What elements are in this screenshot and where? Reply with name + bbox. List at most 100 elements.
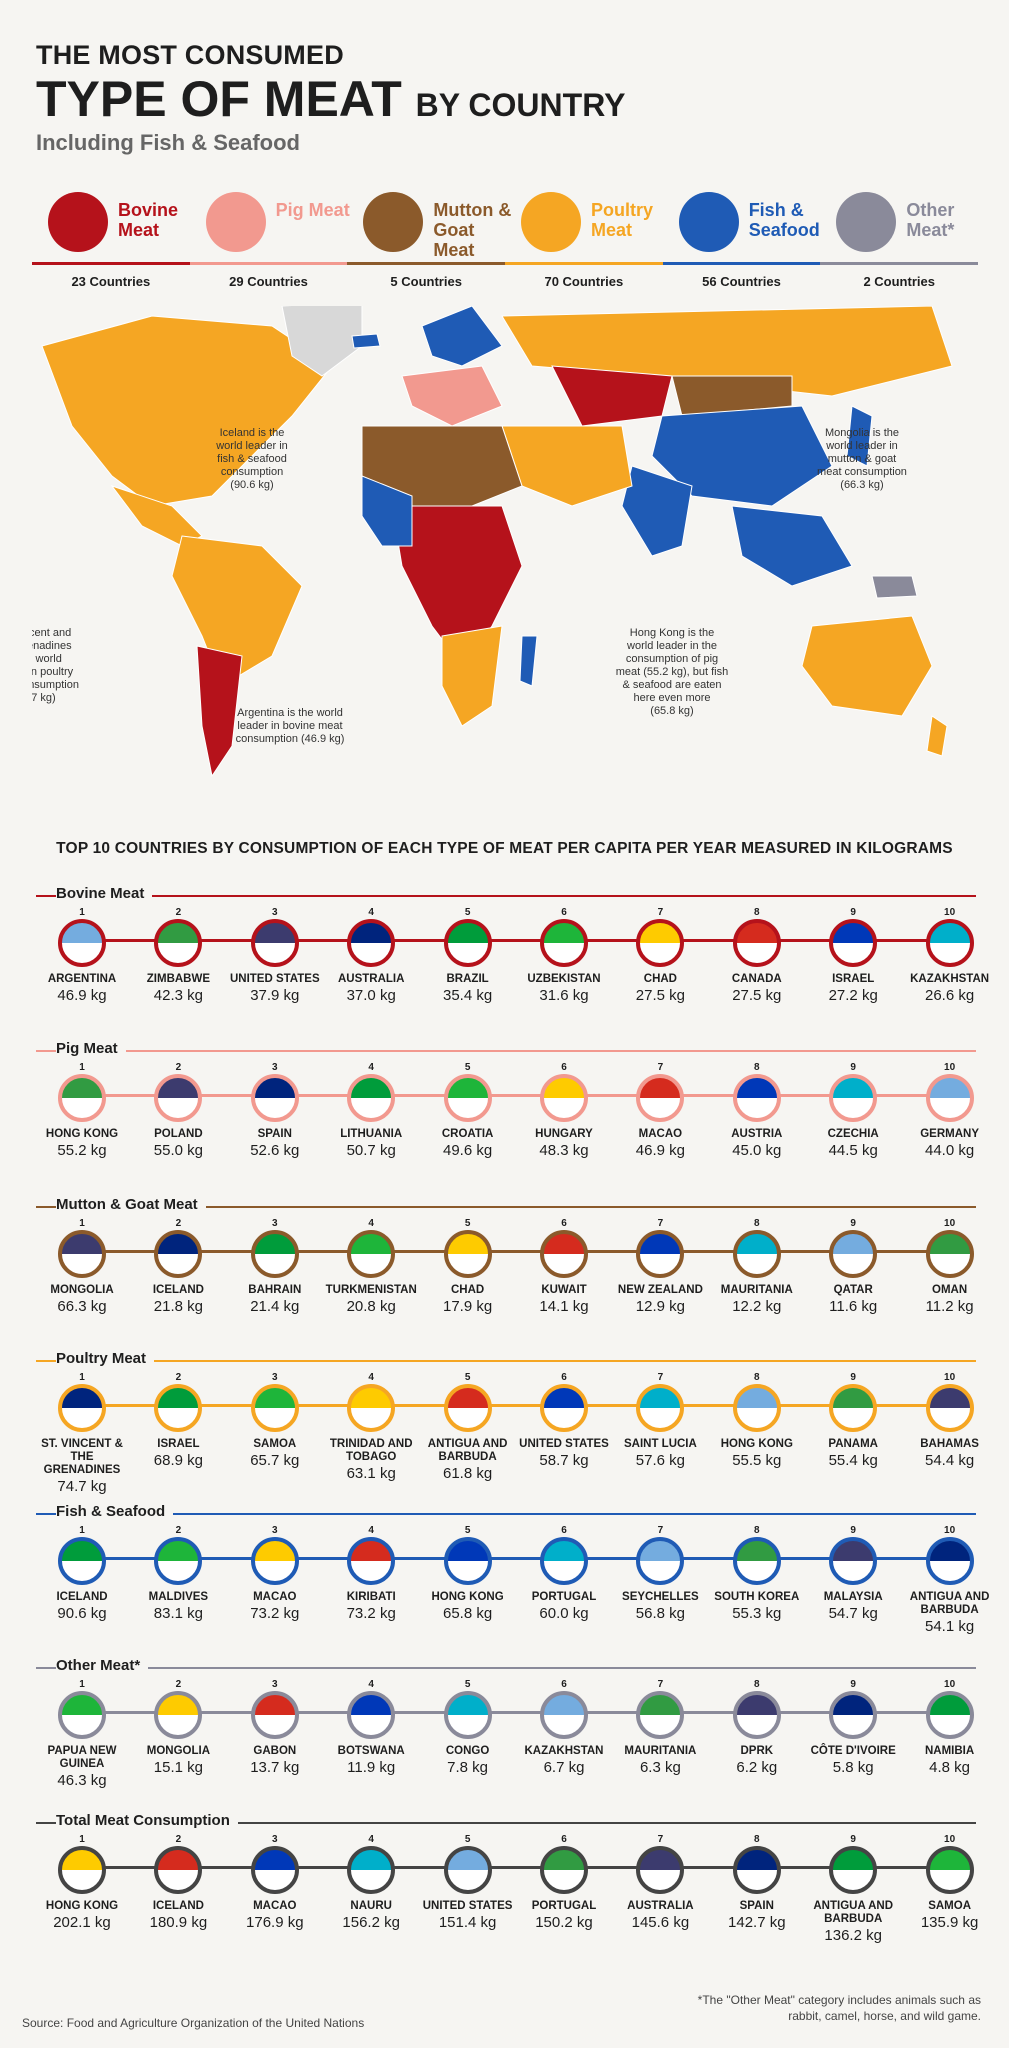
rank-number: 5 [464,1525,471,1536]
legend-count: 5 Countries [390,274,462,289]
country-name: ICELAND [152,1900,204,1912]
country-value: 54.4 kg [924,1452,975,1469]
country-name: UZBEKISTAN [527,973,601,985]
rank-number: 3 [272,1372,278,1383]
country-value: 176.9 kg [246,1914,304,1931]
country-flag-icon [347,1537,396,1585]
rank-item: 8 AUSTRIA 45.0 kg [709,1062,805,1159]
rank-item: 3 SPAIN 52.6 kg [227,1062,323,1159]
map-note-line: world leader in [825,440,898,452]
rank-number: 2 [175,1679,182,1690]
country-value: 45.0 kg [732,1142,782,1159]
map-note-iceland: Iceland is the world leader in fish & seaf… [215,427,288,491]
country-value: 68.9 kg [153,1452,203,1469]
category-title: Mutton & Goat Meat [56,1196,206,1213]
country-value: 83.1 kg [153,1605,203,1622]
rank-number: 7 [657,1679,664,1690]
map-mongolia [671,375,793,417]
map-note-line: Argentina is the world [237,707,343,719]
country-name: PAPUA NEW GUINEA [47,1745,117,1770]
category-rule [36,1206,976,1208]
country-value: 27.2 kg [828,987,878,1004]
rank-number: 3 [272,1525,278,1536]
source-text: Source: Food and Agriculture Organizatio… [22,2016,365,2030]
country-flag-icon [829,1384,878,1432]
rank-number: 4 [368,907,374,918]
rank-number: 1 [79,907,85,918]
country-name: BAHAMAS [920,1438,979,1450]
map-note-line: (65.8 kg) [650,705,693,717]
legend-count: 70 Countries [544,274,624,289]
country-value: 150.2 kg [535,1914,593,1931]
legend-item: Pig Meat 29 Countries [189,186,350,296]
map-note-line: the Grenadines [32,640,72,652]
rank-item: 8 HONG KONG 55.5 kg [709,1372,805,1469]
country-value: 60.0 kg [539,1605,589,1622]
rank-number: 5 [464,907,471,918]
rank-number: 4 [368,1372,374,1383]
map-china [651,405,833,507]
country-name: DPRK [740,1745,774,1757]
map-note-line: meat consumption [817,466,907,478]
rank-number: 8 [754,1218,760,1229]
country-name: KIRIBATI [346,1591,396,1603]
rank-chain-line [66,1250,946,1253]
rank-item: 1 MONGOLIA 66.3 kg [34,1218,130,1315]
rank-item: 8 CANADA 27.5 kg [709,907,805,1004]
rank-number: 2 [175,1062,182,1073]
country-flag-icon [58,919,106,967]
rank-item: 3 GABON 13.7 kg [227,1679,323,1776]
country-value: 180.9 kg [149,1914,208,1931]
country-flag-icon [250,1691,299,1739]
category-title: Other Meat* [56,1657,149,1674]
pig-icon [205,192,266,252]
rank-chain-line [66,939,946,942]
map-papua [871,575,918,599]
rank-chain-line [66,1094,946,1097]
country-name: CHAD [450,1284,485,1296]
country-name: ANTIGUA AND BARBUDA [909,1591,990,1616]
country-name: LITHUANIA [340,1128,403,1140]
legend-label: Other Meat* [906,200,955,240]
map-note-line: meat consumption [32,679,79,691]
country-name: GABON [253,1745,297,1757]
country-flag-icon [829,1230,878,1278]
map-note-line: fish & seafood [217,453,287,465]
country-name: MONGOLIA [146,1745,211,1757]
country-flag-icon [636,1384,685,1432]
rank-number: 2 [175,1525,182,1536]
country-flag-icon [636,1230,685,1278]
country-flag-icon [443,1384,492,1432]
country-value: 57.6 kg [635,1452,685,1469]
map-note-line: is the world [32,653,62,665]
country-flag-icon [154,1230,203,1278]
country-value: 12.9 kg [635,1298,685,1315]
rank-item: 8 SOUTH KOREA 55.3 kg [709,1525,805,1622]
country-name: MONGOLIA [50,1284,114,1296]
rank-number: 4 [368,1679,374,1690]
country-value: 48.3 kg [539,1142,589,1159]
country-value: 142.7 kg [728,1914,786,1931]
country-flag-icon [443,1846,492,1894]
subtitle: Including Fish & Seafood [36,129,300,155]
country-value: 65.8 kg [442,1605,493,1622]
country-name: NEW ZEALAND [617,1284,703,1296]
legend-count: 23 Countries [71,274,151,289]
category-section: Total Meat Consumption 1 HONG KONG 202.1 kg… [36,1812,978,1952]
country-name: TURKMENISTAN [325,1284,417,1296]
legend-rule [347,262,506,265]
map-note-hongkong: Hong Kong is the world leader in the consu… [616,627,729,717]
rank-item: 9 CZECHIA 44.5 kg [805,1062,901,1159]
legend-label: Poultry Meat [591,200,654,240]
country-flag-icon [540,1074,588,1122]
country-name: PORTUGAL [531,1591,597,1603]
rank-number: 8 [754,1834,760,1845]
country-flag-icon [58,1384,106,1432]
rank-number: 6 [561,1679,567,1690]
category-title: Pig Meat [56,1040,126,1057]
country-flag-icon [443,1230,492,1278]
map-india [621,465,693,557]
country-name: QATAR [833,1284,873,1296]
country-flag-icon [250,1230,299,1278]
chicken-icon [521,192,582,252]
